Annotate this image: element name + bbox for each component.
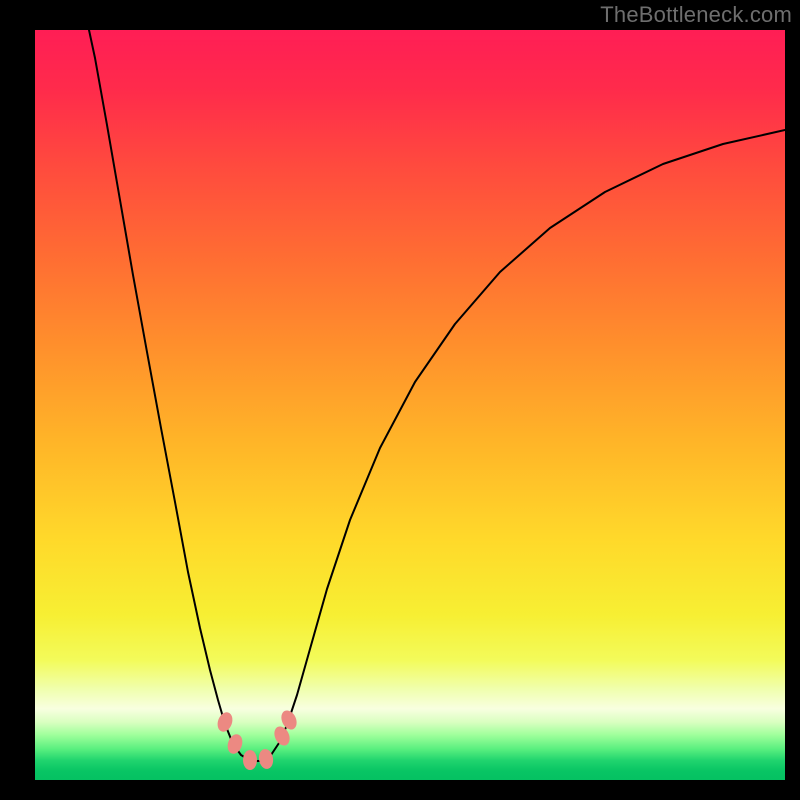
valley-marker	[215, 710, 235, 734]
bottleneck-curve	[89, 30, 785, 761]
chart-svg	[35, 30, 785, 780]
watermark-text: TheBottleneck.com	[600, 2, 792, 28]
chart-frame: TheBottleneck.com	[0, 0, 800, 800]
valley-marker	[243, 750, 257, 770]
plot-area	[35, 30, 785, 780]
valley-marker	[225, 732, 244, 755]
valley-marker	[257, 748, 274, 770]
